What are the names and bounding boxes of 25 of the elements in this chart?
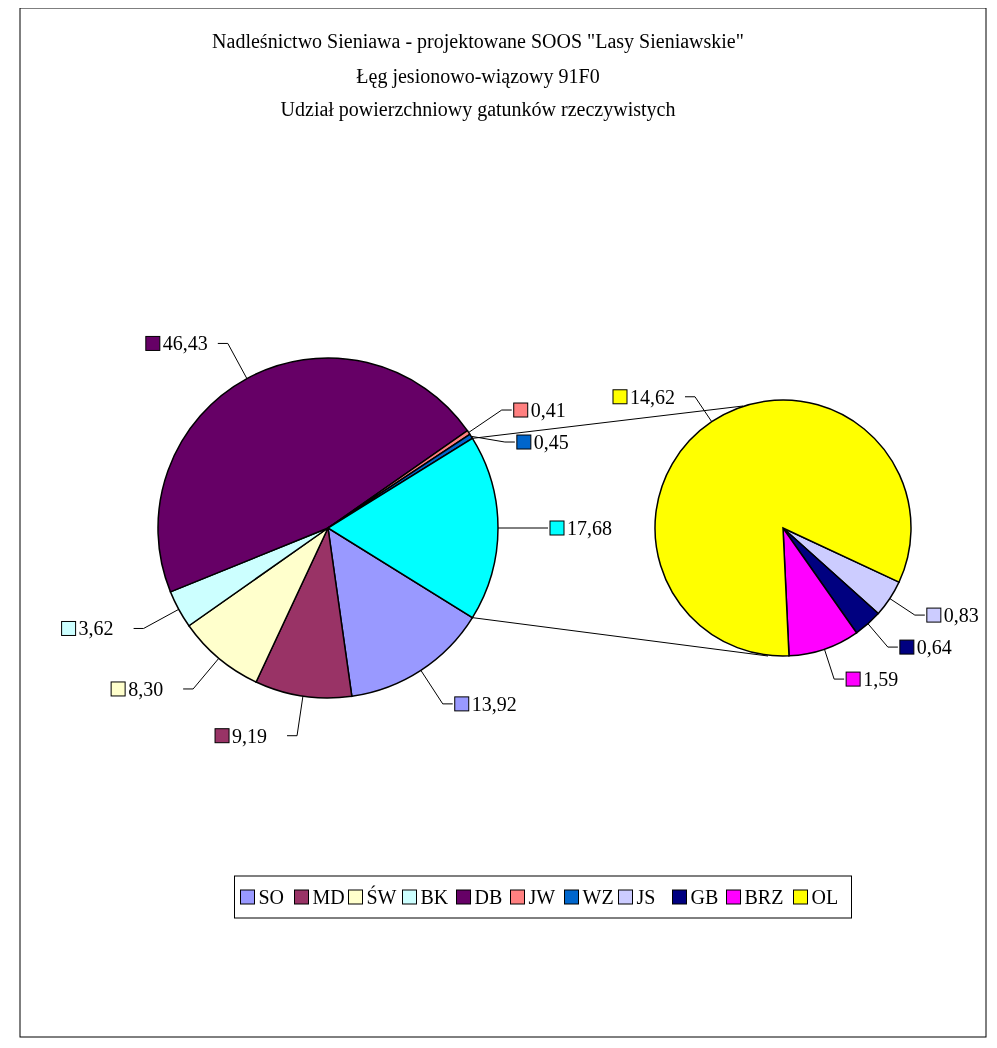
chart-subtitle: Łęg jesionowo-wiązowy 91F0 Udział powierzchniowy gatunków rzeczywistych <box>280 65 676 121</box>
data-label: 46,43 <box>162 332 208 355</box>
data-label: 0,83 <box>943 604 979 627</box>
legend-label: BK <box>420 886 449 908</box>
data-label: 0,64 <box>916 636 952 659</box>
data-label: 9,19 <box>232 724 268 747</box>
data-label: 17,68 <box>567 517 612 539</box>
legend-label: ŚW <box>366 885 397 908</box>
legend-label: JW <box>528 886 556 908</box>
data-label: 3,62 <box>78 617 114 640</box>
legend-label: GB <box>690 886 719 908</box>
data-label: 0,41 <box>530 399 566 422</box>
legend-label: JS <box>636 886 656 908</box>
chart-title: Nadleśnictwo Sieniawa - projektowane SOOS "Lasy Sieniawskie" <box>212 30 744 53</box>
legend-label: BRZ <box>744 886 784 908</box>
data-label: 13,92 <box>471 692 517 715</box>
data-label: 0,45 <box>533 431 569 454</box>
legend-label: DB <box>474 886 503 908</box>
data-label: 8,30 <box>128 677 164 700</box>
data-label: 14,62 <box>630 385 675 408</box>
legend-label: MD <box>312 886 345 908</box>
legend-label: SO <box>258 886 285 908</box>
legend-label: OL <box>811 886 839 908</box>
data-label: 1,59 <box>863 668 899 691</box>
legend-label: WZ <box>582 886 614 908</box>
